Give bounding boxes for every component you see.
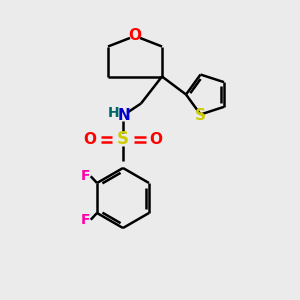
Text: S: S [195,109,206,124]
Text: F: F [81,213,90,227]
Text: H: H [108,106,119,120]
Text: F: F [81,169,90,183]
Text: O: O [83,132,97,147]
Text: O: O [149,132,163,147]
Text: S: S [117,130,129,148]
Text: O: O [128,28,142,44]
Text: N: N [117,108,130,123]
